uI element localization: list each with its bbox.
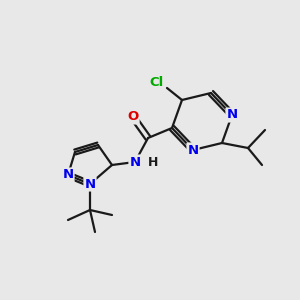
Text: Cl: Cl: [150, 76, 164, 88]
Text: O: O: [128, 110, 139, 124]
Text: N: N: [62, 169, 74, 182]
Text: H: H: [148, 155, 158, 169]
Text: N: N: [188, 143, 199, 157]
Text: N: N: [84, 178, 96, 190]
Text: N: N: [226, 109, 238, 122]
Text: N: N: [129, 155, 141, 169]
